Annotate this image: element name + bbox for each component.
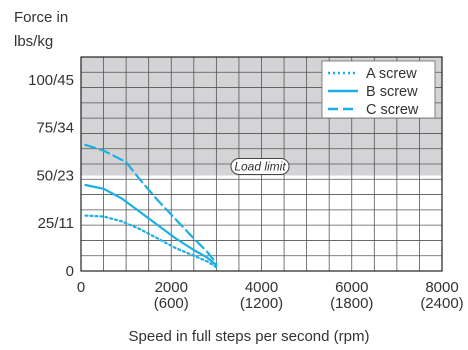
x-tick-label: 6000 xyxy=(335,279,368,296)
y-axis-label: Force in lbs/kg xyxy=(14,9,68,50)
series-lines xyxy=(84,143,218,269)
series-line-a-screw xyxy=(84,214,218,269)
series-line-b-screw xyxy=(84,183,218,267)
x-tick-label: 2000 xyxy=(155,279,188,296)
load-limit-label: Load limit xyxy=(234,159,286,173)
y-tick-label: 75/34 xyxy=(36,120,74,137)
x-axis-label: Speed in full steps per second (rpm) xyxy=(129,328,370,345)
x-tick-sublabel: (1800) xyxy=(330,295,373,312)
y-axis-label-line-1: Force in xyxy=(14,9,68,26)
y-tick-labels: 0 25/11 50/23 75/34 100/45 xyxy=(28,72,74,280)
legend-entry-label: A screw xyxy=(366,66,417,82)
x-tick-sublabel: (600) xyxy=(154,295,189,312)
legend-entry-label: C screw xyxy=(366,102,419,118)
y-tick-label: 0 xyxy=(66,263,74,280)
x-tick-label: 0 xyxy=(77,279,85,296)
x-tick-label: 4000 xyxy=(245,279,278,296)
x-tick-label: 8000 xyxy=(425,279,458,296)
y-tick-label: 50/23 xyxy=(36,167,74,184)
x-tick-labels: 0 2000(600) 4000(1200) 6000(1800) 8000(2400) xyxy=(77,279,464,312)
x-tick-sublabel: (2400) xyxy=(420,295,463,312)
x-tick-sublabel: (1200) xyxy=(240,295,283,312)
y-axis-label-line-2: lbs/kg xyxy=(14,33,53,50)
series-line-c-screw xyxy=(84,143,218,265)
legend-entry-label: B screw xyxy=(366,84,418,100)
plot-border xyxy=(80,56,443,272)
y-tick-label: 25/11 xyxy=(38,215,74,232)
load-limit-badge xyxy=(230,157,290,175)
legend: A screw B screw C screw xyxy=(321,60,436,119)
plot-frame xyxy=(80,56,443,272)
y-tick-label: 100/45 xyxy=(28,72,74,89)
load-limit-annotation: Load limit xyxy=(230,157,290,175)
legend-box xyxy=(321,60,436,119)
